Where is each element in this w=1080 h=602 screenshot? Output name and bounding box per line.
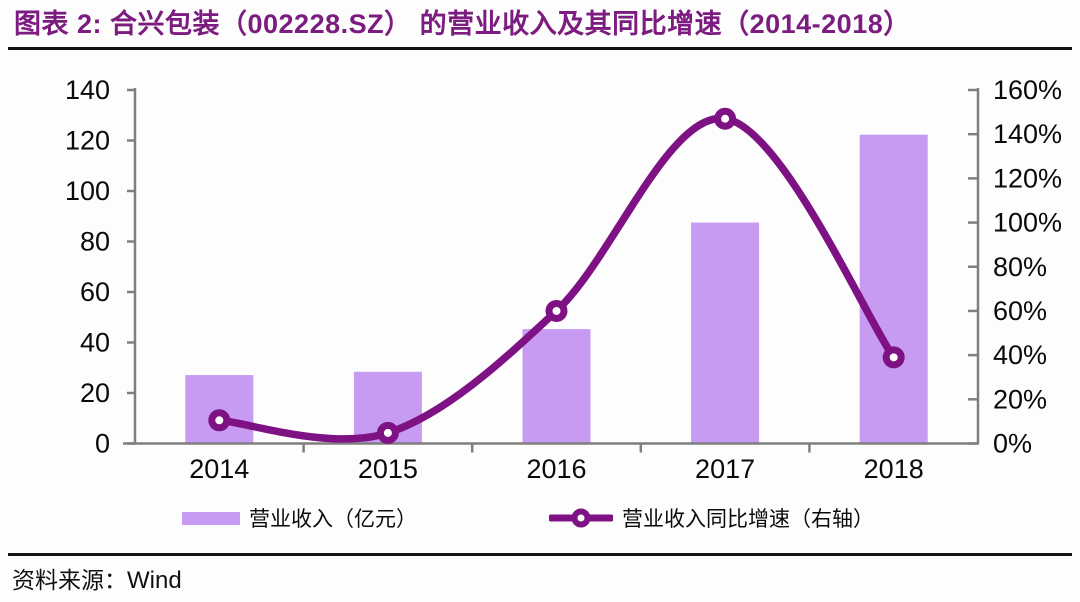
line-marker-icon <box>549 508 613 528</box>
left-axis-label: 80 <box>80 227 110 257</box>
left-axis-label: 60 <box>80 277 110 307</box>
right-axis-label: 160% <box>993 75 1062 105</box>
bar-2017 <box>691 222 760 444</box>
right-axis-label: 20% <box>993 384 1047 414</box>
source-value: Wind <box>127 567 182 594</box>
bar-2014 <box>185 375 254 444</box>
left-axis-label: 0 <box>95 429 110 459</box>
x-axis-label: 2018 <box>864 454 924 484</box>
bar-swatch-icon <box>182 511 240 525</box>
legend-item-revenue: 营业收入（亿元） <box>182 503 417 533</box>
left-axis-label: 40 <box>80 328 110 358</box>
left-axis-label: 20 <box>80 378 110 408</box>
growth-line <box>215 114 898 443</box>
legend-label-growth: 营业收入同比增速（右轴） <box>622 508 874 531</box>
legend-label-revenue: 营业收入（亿元） <box>249 508 417 531</box>
source-label: 资料来源： <box>12 568 127 593</box>
right-axis-label: 40% <box>993 340 1047 370</box>
left-axis-label: 100 <box>65 176 110 206</box>
left-axis-label: 140 <box>65 75 110 105</box>
right-axis-label: 140% <box>993 119 1062 149</box>
growth-marker-2015 <box>376 421 399 444</box>
footer-divider <box>8 553 1072 556</box>
growth-marker-2016 <box>545 299 568 322</box>
growth-marker-2017 <box>714 107 737 130</box>
bar-2016 <box>522 329 591 444</box>
growth-marker-2014 <box>208 409 231 432</box>
right-axis-label: 80% <box>993 252 1047 282</box>
x-axis-label: 2015 <box>358 454 418 484</box>
right-axis-label: 60% <box>993 296 1047 326</box>
right-axis-label: 100% <box>993 208 1062 238</box>
x-axis-label: 2017 <box>695 454 755 484</box>
data-source: 资料来源：Wind <box>12 561 182 595</box>
header-divider <box>8 47 1072 50</box>
legend-item-growth: 营业收入同比增速（右轴） <box>549 503 874 533</box>
x-axis-label: 2014 <box>189 454 249 484</box>
right-axis-label: 0% <box>993 429 1032 459</box>
growth-marker-2018 <box>882 346 905 369</box>
chart-title: 图表 2: 合兴包装（002228.SZ） 的营业收入及其同比增速（2014-2… <box>14 9 911 39</box>
left-axis-label: 120 <box>65 126 110 156</box>
right-axis-label: 120% <box>993 163 1062 193</box>
x-axis-label: 2016 <box>526 454 586 484</box>
bar-2018 <box>859 134 928 444</box>
